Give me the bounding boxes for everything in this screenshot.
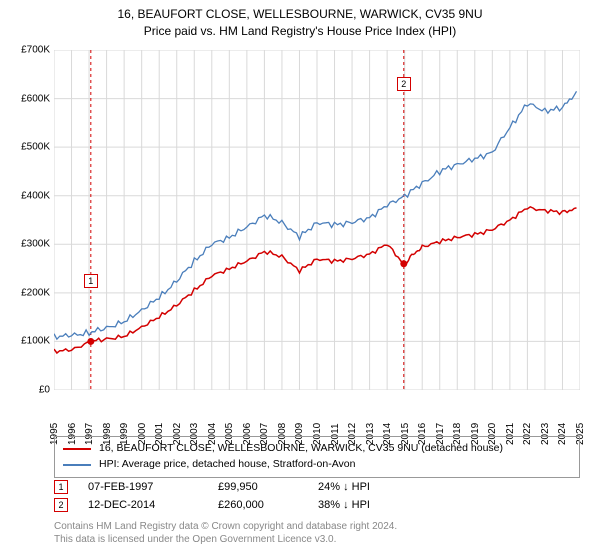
title-line-1: 16, BEAUFORT CLOSE, WELLESBOURNE, WARWIC…	[0, 6, 600, 23]
y-tick-label: £0	[6, 385, 50, 396]
sale-marker: 1	[84, 274, 98, 288]
sales-row: 2 12-DEC-2014£260,00038% ↓ HPI	[54, 496, 580, 514]
legend-row: 16, BEAUFORT CLOSE, WELLESBOURNE, WARWIC…	[63, 441, 571, 457]
legend-swatch-hpi	[63, 464, 91, 466]
sales-table: 1 07-FEB-1997£99,95024% ↓ HPI 2 12-DEC-2014…	[54, 478, 580, 514]
footer-line-1: Contains HM Land Registry data © Crown c…	[54, 520, 580, 533]
footer-line-2: This data is licensed under the Open Gov…	[54, 533, 580, 546]
title-block: 16, BEAUFORT CLOSE, WELLESBOURNE, WARWIC…	[0, 0, 600, 40]
chart-area: £0£100K£200K£300K£400K£500K£600K£700K 19…	[54, 50, 580, 390]
y-tick-label: £500K	[6, 142, 50, 153]
sale-price: £99,950	[218, 481, 318, 493]
sale-marker-ref: 1	[54, 480, 68, 494]
y-tick-label: £300K	[6, 239, 50, 250]
y-axis-labels: £0£100K£200K£300K£400K£500K£600K£700K	[6, 50, 50, 390]
sale-marker-ref: 2	[54, 498, 68, 512]
y-tick-label: £400K	[6, 190, 50, 201]
x-axis-labels: 1995199619971998199920002001200220032004…	[54, 390, 580, 426]
chart-container: 16, BEAUFORT CLOSE, WELLESBOURNE, WARWIC…	[0, 0, 600, 560]
legend-row: HPI: Average price, detached house, Stra…	[63, 457, 571, 473]
sale-date: 07-FEB-1997	[88, 481, 218, 493]
legend-label-hpi: HPI: Average price, detached house, Stra…	[99, 457, 355, 473]
legend-swatch-property	[63, 448, 91, 450]
sale-price: £260,000	[218, 499, 318, 511]
sale-markers-layer: 12	[54, 50, 580, 390]
y-tick-label: £700K	[6, 45, 50, 56]
y-tick-label: £600K	[6, 93, 50, 104]
sale-marker: 2	[397, 77, 411, 91]
legend-box: 16, BEAUFORT CLOSE, WELLESBOURNE, WARWIC…	[54, 436, 580, 478]
sale-date: 12-DEC-2014	[88, 499, 218, 511]
sale-pct: 24% ↓ HPI	[318, 481, 438, 493]
y-tick-label: £100K	[6, 336, 50, 347]
sales-row: 1 07-FEB-1997£99,95024% ↓ HPI	[54, 478, 580, 496]
legend-label-property: 16, BEAUFORT CLOSE, WELLESBOURNE, WARWIC…	[99, 441, 503, 457]
title-line-2: Price paid vs. HM Land Registry's House …	[0, 23, 600, 40]
footer-text: Contains HM Land Registry data © Crown c…	[54, 520, 580, 546]
sale-pct: 38% ↓ HPI	[318, 499, 438, 511]
y-tick-label: £200K	[6, 287, 50, 298]
